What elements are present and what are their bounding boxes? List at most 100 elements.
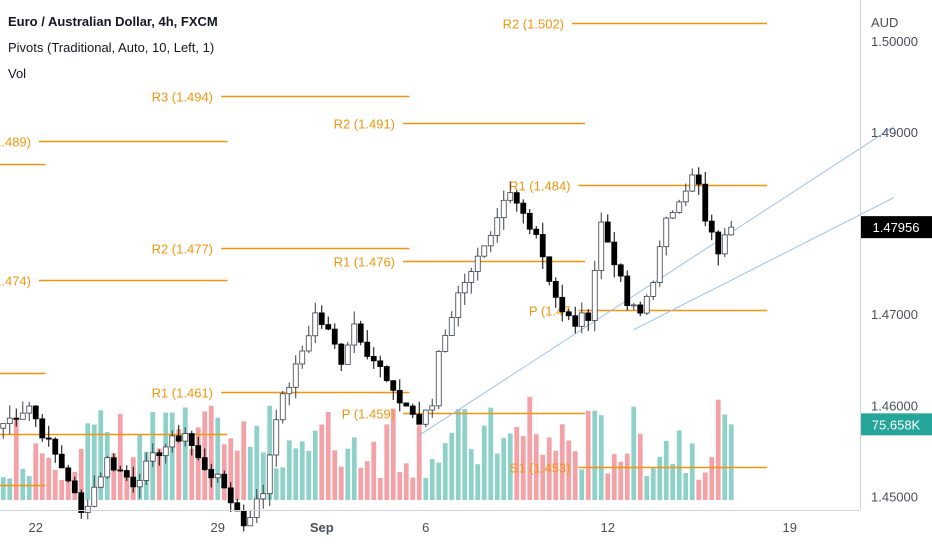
candle-down bbox=[175, 435, 182, 442]
volume-bar bbox=[455, 408, 461, 500]
candle-up bbox=[299, 350, 306, 365]
candle-down bbox=[357, 323, 364, 343]
candle-down bbox=[364, 341, 371, 357]
candle-down bbox=[227, 487, 234, 504]
trendlines[interactable] bbox=[418, 126, 895, 436]
candle-down bbox=[110, 457, 117, 471]
pivot-label: R1 (1.484) bbox=[509, 179, 570, 194]
volume-bar bbox=[715, 399, 721, 500]
volume-bar bbox=[527, 396, 533, 500]
candle-up bbox=[91, 486, 98, 507]
candle-down bbox=[520, 202, 527, 214]
indicator-volume[interactable]: Vol bbox=[8, 66, 27, 81]
candle-down bbox=[572, 315, 579, 327]
volume-bar bbox=[78, 448, 84, 500]
volume-bar bbox=[280, 467, 286, 500]
trendline[interactable] bbox=[633, 197, 894, 331]
volume-bar bbox=[306, 450, 312, 500]
candle-down bbox=[546, 256, 553, 282]
candle-up bbox=[650, 282, 657, 297]
volume-bar bbox=[325, 411, 331, 500]
candle-up bbox=[279, 393, 286, 421]
candle-up bbox=[182, 433, 189, 442]
candle-down bbox=[156, 452, 163, 457]
candle-down bbox=[208, 469, 215, 479]
volume-bar bbox=[13, 417, 19, 500]
candle-up bbox=[344, 344, 351, 365]
volume-tag: 75.658K bbox=[861, 413, 932, 436]
volume-bar bbox=[59, 479, 65, 500]
chart-title: Euro / Australian Dollar, 4h, FXCM bbox=[8, 14, 218, 29]
volume-bar bbox=[46, 457, 52, 500]
volume-bar bbox=[338, 466, 344, 500]
candle-down bbox=[195, 445, 202, 459]
volume-bar bbox=[546, 437, 552, 500]
candle-up bbox=[721, 234, 728, 255]
candle-down bbox=[71, 480, 78, 494]
trendline[interactable] bbox=[418, 126, 895, 436]
volume-bar bbox=[169, 412, 175, 500]
candle-up bbox=[643, 295, 650, 314]
candle-down bbox=[370, 355, 377, 362]
candle-up bbox=[689, 174, 696, 192]
candle-up bbox=[260, 493, 267, 500]
volume-bar bbox=[215, 417, 221, 500]
candle-down bbox=[325, 324, 332, 330]
candle-up bbox=[305, 335, 312, 352]
volume-bar bbox=[111, 453, 117, 500]
candle-up bbox=[461, 282, 468, 294]
volume-bar bbox=[494, 453, 500, 500]
candle-down bbox=[513, 192, 520, 204]
candle-up bbox=[312, 312, 319, 337]
volume-bar bbox=[579, 469, 585, 500]
candle-up bbox=[286, 386, 293, 395]
candle-down bbox=[396, 389, 403, 404]
pivot-label: S1 (1.453) bbox=[510, 461, 571, 476]
volume-bar bbox=[65, 473, 71, 500]
candle-down bbox=[702, 183, 709, 222]
candle-up bbox=[500, 199, 507, 219]
volume-bar bbox=[0, 477, 6, 500]
volume-bar bbox=[234, 450, 240, 500]
candle-up bbox=[266, 454, 273, 495]
candle-down bbox=[533, 228, 540, 235]
indicator-pivots[interactable]: Pivots (Traditional, Auto, 10, Left, 1) bbox=[8, 40, 215, 55]
candle-up bbox=[507, 192, 514, 201]
candle-down bbox=[13, 417, 20, 420]
candle-down bbox=[708, 220, 715, 233]
pivot-label: R2 (1.502) bbox=[503, 17, 564, 32]
time-tick-label: Sep bbox=[310, 520, 334, 535]
candle-up bbox=[162, 446, 169, 457]
volume-bar bbox=[650, 468, 656, 500]
volume-tag-text: 75.658K bbox=[872, 417, 921, 432]
volume-bar bbox=[20, 469, 26, 500]
candle-down bbox=[403, 402, 410, 407]
candle-up bbox=[630, 304, 637, 307]
candle-up bbox=[149, 452, 156, 462]
volume-tag-bg bbox=[861, 413, 932, 436]
candle-up bbox=[481, 245, 488, 257]
volume-bar bbox=[332, 450, 338, 500]
volume-bar bbox=[462, 409, 468, 500]
volume-bar bbox=[436, 462, 442, 500]
time-axis[interactable]: 22 29 Sep 6 12 19 bbox=[29, 520, 797, 535]
volume-bar bbox=[390, 408, 396, 500]
pivot-label: R3 (1.494) bbox=[152, 90, 213, 105]
volume-bar bbox=[423, 477, 429, 500]
volume-bar bbox=[592, 410, 598, 500]
volume-bar bbox=[39, 453, 45, 500]
volume-bar bbox=[663, 440, 669, 500]
volume-bar bbox=[319, 424, 325, 500]
candle-up bbox=[19, 412, 26, 420]
candle-down bbox=[188, 433, 195, 447]
candle-down bbox=[123, 470, 130, 478]
price-axis-unit: AUD bbox=[871, 15, 898, 30]
candle-down bbox=[234, 502, 241, 512]
candle-up bbox=[104, 457, 111, 478]
volume-bar bbox=[26, 476, 32, 500]
candle-down bbox=[383, 366, 390, 382]
candle-down bbox=[604, 221, 611, 243]
volume-bar bbox=[481, 425, 487, 500]
volume-bar bbox=[533, 434, 539, 500]
